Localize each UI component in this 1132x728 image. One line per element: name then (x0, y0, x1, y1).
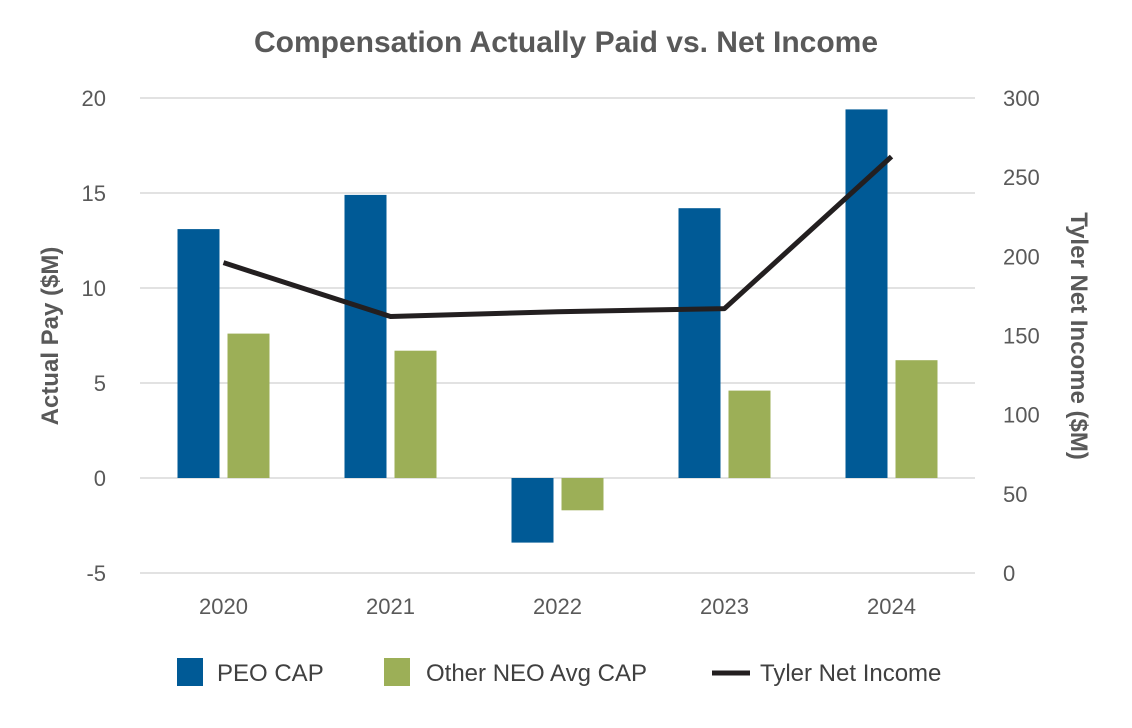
bar-peo-2021 (344, 194, 387, 478)
bar-peo-2022 (511, 478, 554, 543)
legend-label-peo: PEO CAP (217, 660, 324, 687)
y2-tick-label: 200 (1003, 244, 1040, 269)
bar-neo-2020 (227, 333, 270, 478)
bar-neo-2021 (394, 350, 437, 478)
y2-tick-label: 150 (1003, 324, 1040, 349)
y2-axis-title: Tyler Net Income ($M) (1065, 212, 1092, 460)
y-tick-label: -5 (86, 561, 106, 586)
legend-label-net-income: Tyler Net Income (760, 660, 941, 687)
y2-tick-label: 300 (1003, 86, 1040, 111)
y-axis-ticks: -5 0 5 10 15 20 (82, 86, 106, 586)
x-tick-label: 2021 (366, 594, 415, 619)
y2-tick-label: 0 (1003, 561, 1015, 586)
bar-neo-2024 (895, 360, 938, 478)
gridlines (140, 97, 975, 574)
bar-peo-2024 (845, 109, 888, 479)
y-axis-title: Actual Pay ($M) (37, 247, 64, 426)
legend-label-neo: Other NEO Avg CAP (426, 660, 647, 687)
x-tick-label: 2023 (700, 594, 749, 619)
y-tick-label: 0 (94, 466, 106, 491)
legend: PEO CAP Other NEO Avg CAP Tyler Net Inco… (177, 658, 941, 687)
y2-tick-label: 50 (1003, 482, 1027, 507)
x-tick-label: 2020 (199, 594, 248, 619)
y-tick-label: 20 (82, 86, 106, 111)
y2-tick-label: 250 (1003, 165, 1040, 190)
bar-peo-2020 (177, 229, 220, 478)
x-axis-ticks: 2020 2021 2022 2023 2024 (199, 594, 916, 619)
bar-neo-2023 (728, 390, 771, 478)
x-tick-label: 2024 (867, 594, 916, 619)
y-tick-label: 10 (82, 276, 106, 301)
net-income-line (222, 154, 894, 319)
y-tick-label: 5 (94, 371, 106, 396)
chart-title: Compensation Actually Paid vs. Net Incom… (254, 26, 878, 59)
bars (177, 109, 938, 543)
legend-swatch-neo (384, 658, 410, 686)
line-series (222, 154, 894, 319)
legend-swatch-peo (177, 658, 203, 686)
y2-axis-ticks: 0 50 100 150 200 250 300 (1003, 86, 1040, 586)
y-tick-label: 15 (82, 181, 106, 206)
bar-peo-2023 (678, 208, 721, 478)
x-tick-label: 2022 (533, 594, 582, 619)
y2-tick-label: 100 (1003, 403, 1040, 428)
bar-neo-2022 (561, 478, 604, 511)
